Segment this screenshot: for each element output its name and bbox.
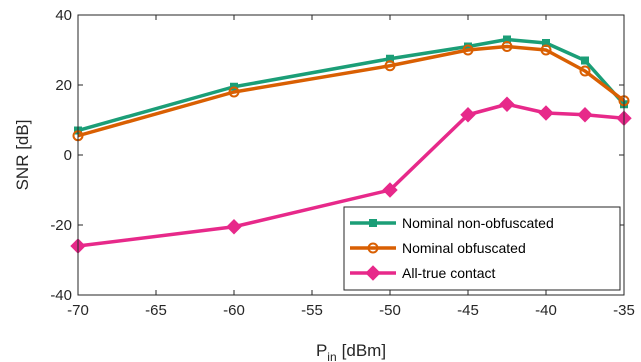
y-tick-label: 0 bbox=[64, 147, 72, 164]
y-axis-label: SNR [dB] bbox=[13, 120, 32, 191]
y-tick-label: 40 bbox=[55, 7, 72, 24]
legend: Nominal non-obfuscated Nominal obfuscated… bbox=[343, 206, 621, 291]
data-point bbox=[382, 182, 398, 198]
series-3 bbox=[70, 96, 632, 254]
legend-entry: Nominal non-obfuscated bbox=[350, 215, 554, 231]
legend-entry: All-true contact bbox=[350, 265, 495, 281]
data-point bbox=[226, 219, 242, 235]
y-tick-label: -20 bbox=[50, 217, 72, 234]
x-tick-label: -70 bbox=[67, 302, 89, 319]
legend-marker bbox=[367, 242, 379, 254]
x-axis-label-main: P bbox=[316, 341, 327, 360]
tick-layer: -70 -65 -60 -55 -50 -45 -40 -35 -40 -20 0 20 40 bbox=[50, 7, 635, 319]
data-point bbox=[462, 44, 474, 56]
y-tick-label: -40 bbox=[50, 287, 72, 304]
x-tick-label: -40 bbox=[535, 302, 557, 319]
data-point bbox=[228, 86, 240, 98]
data-point bbox=[581, 56, 589, 65]
series-line bbox=[77, 44, 626, 138]
y-tick-label: 20 bbox=[55, 77, 72, 94]
data-point bbox=[499, 96, 515, 112]
legend-entry: Nominal obfuscated bbox=[350, 240, 526, 256]
data-point bbox=[577, 107, 593, 123]
data-point bbox=[384, 60, 396, 72]
legend-label: All-true contact bbox=[402, 265, 495, 281]
legend-marker bbox=[365, 265, 381, 281]
legend-label: Nominal non-obfuscated bbox=[402, 215, 554, 231]
x-tick-label: -65 bbox=[145, 302, 167, 319]
x-axis-label-unit: [dBm] bbox=[342, 341, 386, 360]
x-tick-label: -60 bbox=[223, 302, 245, 319]
series-layer bbox=[70, 35, 632, 254]
x-tick-label: -35 bbox=[613, 302, 635, 319]
data-point bbox=[538, 105, 554, 121]
data-point bbox=[460, 107, 476, 123]
data-point bbox=[579, 65, 591, 77]
x-axis-label: Pin [dBm] bbox=[316, 341, 386, 362]
data-point bbox=[501, 41, 513, 52]
x-axis-label-subscript: in bbox=[327, 350, 336, 362]
x-tick-label: -55 bbox=[301, 302, 323, 319]
series-line bbox=[77, 37, 626, 133]
legend-marker bbox=[369, 219, 377, 227]
x-tick-label: -45 bbox=[457, 302, 479, 319]
legend-label: Nominal obfuscated bbox=[402, 240, 526, 256]
data-point bbox=[540, 44, 552, 56]
x-tick-label: -50 bbox=[379, 302, 401, 319]
